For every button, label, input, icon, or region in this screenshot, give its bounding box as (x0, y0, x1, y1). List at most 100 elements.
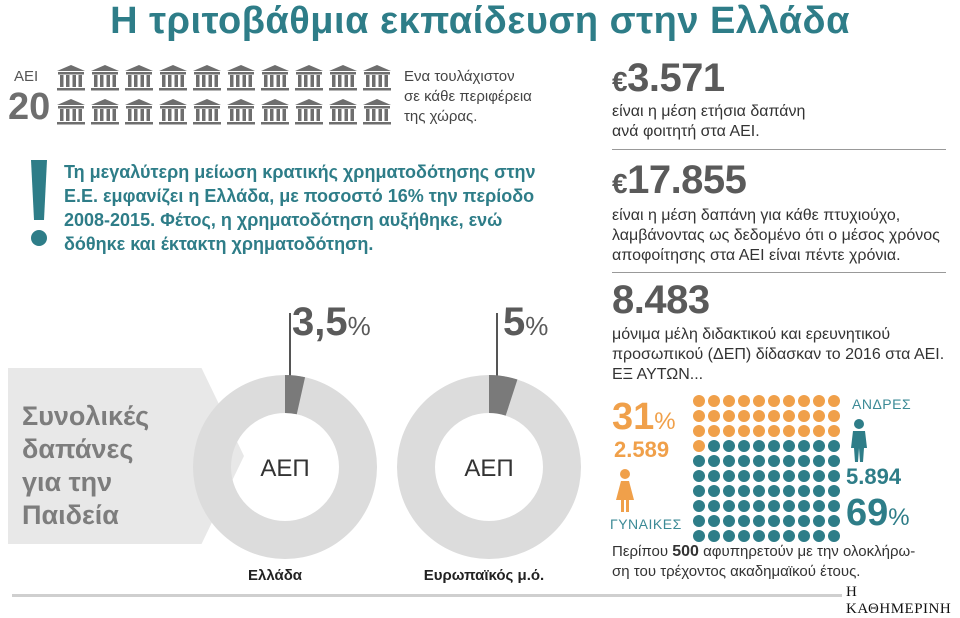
women-dot (738, 395, 750, 407)
men-dot (738, 530, 750, 542)
stat-text-line: ΕΞ ΑΥΤΩΝ... (612, 366, 704, 383)
women-dot (738, 410, 750, 422)
greece-gdp-value: 3,5 (292, 300, 348, 344)
stat-text-line: ανά φοιτητή στα ΑΕΙ. (612, 123, 760, 140)
university-building-icon (159, 99, 187, 125)
donut-center-label: ΑΕΠ (260, 455, 309, 482)
women-dot (753, 410, 765, 422)
men-dot (753, 455, 765, 467)
men-dot (798, 470, 810, 482)
men-dot (693, 515, 705, 527)
men-dot (693, 530, 705, 542)
men-percent-unit: % (888, 504, 910, 531)
women-dot (783, 425, 795, 437)
university-building-icon (227, 99, 255, 125)
university-building-icon (159, 65, 187, 91)
women-dot (828, 410, 840, 422)
women-dot (828, 395, 840, 407)
women-percent-unit: % (654, 408, 676, 435)
university-building-icon (261, 99, 289, 125)
women-label: ΓΥΝΑΙΚΕΣ (610, 516, 682, 532)
women-dot (798, 410, 810, 422)
men-dot (753, 440, 765, 452)
men-dot (693, 470, 705, 482)
men-dot (738, 485, 750, 497)
retirement-note-line: Περίπου 500 αφυπηρετούν με την ολοκλήρω- (612, 542, 952, 562)
men-dot (813, 485, 825, 497)
university-building-icon (193, 65, 221, 91)
euro-sign: € (612, 168, 628, 199)
women-percent-value: 31 (612, 396, 655, 438)
retirement-post: αφυπηρετούν με την ολοκλήρω- (698, 543, 916, 560)
stat-spend-per-graduate-value: 17.855 (627, 158, 747, 202)
men-dot (708, 485, 720, 497)
men-dot (738, 440, 750, 452)
women-count: 2.589 (614, 437, 670, 462)
men-dot (768, 530, 780, 542)
exclamation-icon (31, 160, 47, 246)
women-dot (708, 395, 720, 407)
university-building-icon (125, 65, 153, 91)
stat-spend-per-graduate-text: είναι η μέση δαπάνη για κάθε πτυχιούχο, … (612, 206, 940, 266)
women-dot (738, 425, 750, 437)
men-dot (753, 515, 765, 527)
retirement-pre: Περίπου (612, 543, 673, 560)
universities-note-line: της χώρας. (404, 108, 478, 125)
stat-text-line: αποφοίτησης στα ΑΕΙ είναι πέντε χρόνια. (612, 247, 901, 264)
university-building-icon (363, 99, 391, 125)
men-dot (813, 470, 825, 482)
men-label: ΑΝΔΡΕΣ (852, 396, 912, 412)
women-dot (693, 395, 705, 407)
men-dot (828, 440, 840, 452)
men-dot (783, 530, 795, 542)
men-dot (723, 500, 735, 512)
retirement-note-line: ση του τρέχοντος ακαδημαϊκού έτους. (612, 563, 861, 580)
greece-gdp-percent: 3,5% (292, 300, 371, 345)
women-percent: 31% (612, 396, 676, 439)
men-dot (783, 485, 795, 497)
women-dot (753, 425, 765, 437)
women-dot (693, 440, 705, 452)
men-dot (738, 515, 750, 527)
men-dot (813, 455, 825, 467)
man-icon (851, 419, 867, 462)
men-dot (798, 440, 810, 452)
europe-gdp-value: 5 (503, 300, 526, 344)
women-dot (708, 425, 720, 437)
men-dot (813, 515, 825, 527)
men-dot (708, 440, 720, 452)
women-dot (798, 395, 810, 407)
men-dot (723, 440, 735, 452)
men-dot (798, 485, 810, 497)
men-dot (768, 440, 780, 452)
women-dot (768, 425, 780, 437)
stat-faculty: 8.483 (612, 278, 710, 322)
universities-label: ΑΕΙ (14, 68, 39, 85)
women-dot (813, 425, 825, 437)
publisher-brand: Η ΚΑΘΗΜΕΡΙΝΗ (846, 584, 952, 617)
spending-side-label: Συνολικές δαπάνες για την Παιδεία (22, 400, 149, 532)
university-icons-row (56, 63, 396, 93)
stat-spend-per-student: €3.571 (612, 56, 725, 101)
university-building-icon (57, 99, 85, 125)
women-dot (813, 410, 825, 422)
men-dot (708, 515, 720, 527)
men-dot (753, 530, 765, 542)
men-dot (798, 500, 810, 512)
women-dot (828, 425, 840, 437)
men-dot (813, 440, 825, 452)
divider (612, 272, 946, 273)
women-dot (693, 410, 705, 422)
retirement-note: Περίπου 500 αφυπηρετούν με την ολοκλήρω-… (612, 542, 952, 582)
men-dot (693, 485, 705, 497)
men-dot (753, 470, 765, 482)
men-dot (768, 515, 780, 527)
universities-count: 20 (8, 86, 51, 128)
greece-donut-chart: ΑΕΠ (193, 313, 377, 559)
men-dot (813, 500, 825, 512)
stat-text-line: είναι η μέση δαπάνη για κάθε πτυχιούχο, (612, 207, 901, 224)
spending-side-label-line: Παιδεία (22, 500, 119, 530)
university-building-icon (227, 65, 255, 91)
men-dot (828, 530, 840, 542)
europe-gdp-unit: % (525, 311, 549, 341)
